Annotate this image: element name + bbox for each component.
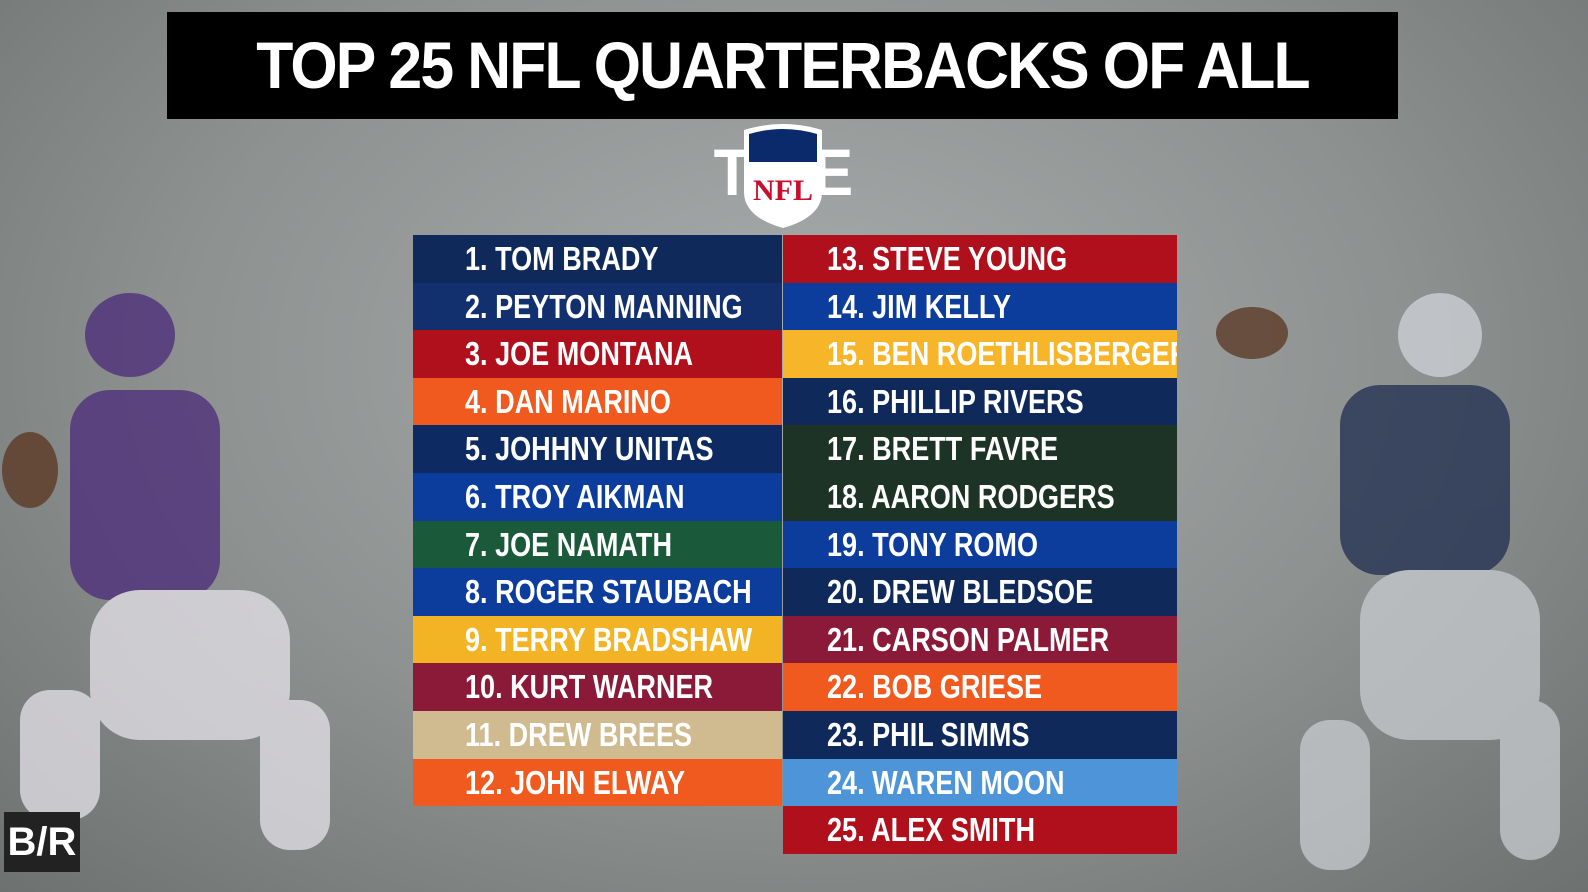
ranking-text: 16. PHILLIP RIVERS [827,382,1084,420]
ranking-text: 18. AARON RODGERS [827,478,1115,515]
ranking-row: 9. TERRY BRADSHAW [413,615,782,664]
ranking-text: 22. BOB GRIESE [827,668,1043,706]
ranking-text: 20. DREW BLEDSOE [827,573,1094,611]
ranking-text: 1. TOM BRADY [465,240,659,277]
ranking-text: 17. BRETT FAVRE [827,430,1059,468]
ranking-row: 3. JOE MONTANA [413,330,782,378]
ranking-text: 11. DREW BREES [465,716,693,753]
ranking-row: 23. PHIL SIMMS [783,711,1177,759]
ranking-text: 8. ROGER STAUBACH [465,573,752,611]
ranking-row: 7. JOE NAMATH [413,520,782,569]
ranking-text: 24. WAREN MOON [827,763,1065,801]
ranking-text: 15. BEN ROETHLISBERGER [827,335,1177,373]
ranking-row: 8. ROGER STAUBACH [413,568,782,616]
ranking-text: 3. JOE MONTANA [465,335,694,373]
title-banner: TOP 25 NFL QUARTERBACKS OF ALL TIME [167,12,1398,209]
ranking-text: 5. JOHHNY UNITAS [465,430,714,468]
ranking-text: 23. PHIL SIMMS [827,716,1030,753]
ranking-row: 21. CARSON PALMER [783,615,1177,664]
ranking-row: 17. BRETT FAVRE [783,425,1177,473]
ranking-row: 6. TROY AIKMAN [413,473,782,521]
ranking-text: 21. CARSON PALMER [827,620,1110,658]
ranking-row: 1. TOM BRADY [413,235,782,283]
ranking-row: 14. JIM KELLY [783,282,1177,331]
ranking-text: 14. JIM KELLY [827,287,1011,325]
ranking-text: 25. ALEX SMITH [827,811,1035,849]
ranking-row: 5. JOHHNY UNITAS [413,425,782,473]
ranking-text: 2. PEYTON MANNING [465,287,743,325]
ranking-row: 11. DREW BREES [413,711,782,759]
ranking-text: 19. TONY ROMO [827,525,1039,563]
ranking-row: 4. DAN MARINO [413,377,782,426]
ranking-text: 12. JOHN ELWAY [465,763,686,801]
ranking-row: 19. TONY ROMO [783,520,1177,569]
ranking-text: 10. KURT WARNER [465,668,714,706]
ranking-row: 13. STEVE YOUNG [783,235,1177,283]
ranking-row: 25. ALEX SMITH [783,806,1177,854]
ranking-text: 9. TERRY BRADSHAW [465,620,753,658]
watermark: B/R [4,812,80,872]
right-player [1216,293,1560,870]
ranking-text: 7. JOE NAMATH [465,525,672,563]
ranking-row: 10. KURT WARNER [413,663,782,711]
ranking-text: 6. TROY AIKMAN [465,478,685,515]
ranking-row: 22. BOB GRIESE [783,663,1177,711]
ranking-row: 12. JOHN ELWAY [413,758,782,807]
ranking-text: 4. DAN MARINO [465,382,671,420]
ranking-row: 20. DREW BLEDSOE [783,568,1177,616]
ranking-row: 24. WAREN MOON [783,758,1177,807]
ranking-row: 2. PEYTON MANNING [413,282,782,331]
ranking-row: 15. BEN ROETHLISBERGER [783,330,1177,378]
ranking-text: 13. STEVE YOUNG [827,240,1068,277]
ranking-row: 18. AARON RODGERS [783,473,1177,521]
left-player [2,293,330,850]
ranking-row: 16. PHILLIP RIVERS [783,377,1177,426]
nfl-logo: NFL [744,124,822,228]
logo-text: NFL [753,174,813,207]
